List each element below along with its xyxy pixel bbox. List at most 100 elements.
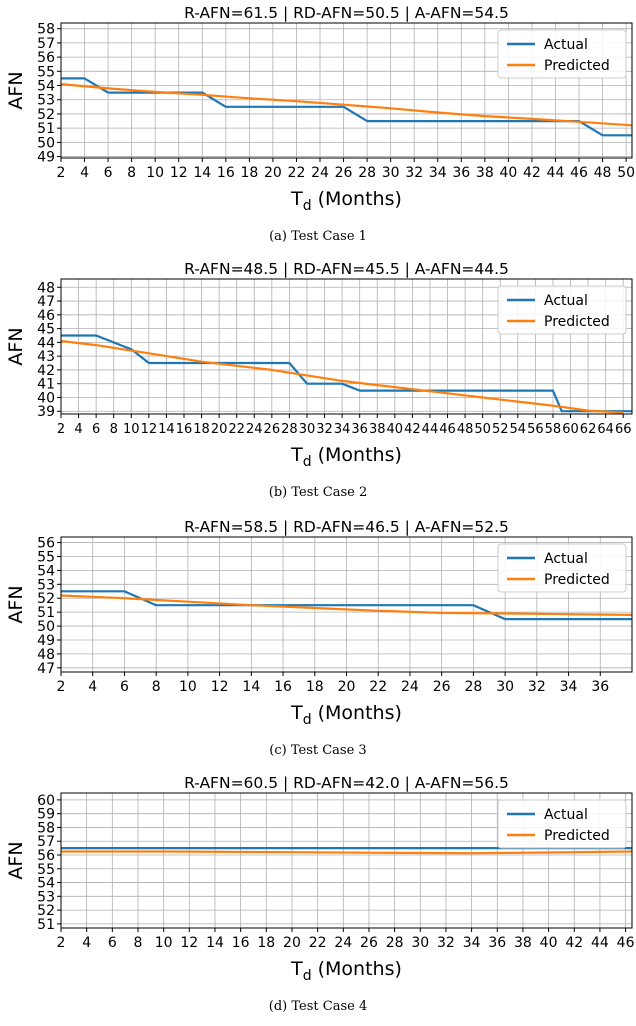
legend-label-predicted: Predicted — [544, 58, 610, 74]
legend-label-actual: Actual — [544, 37, 588, 53]
x-tick-label: 66 — [615, 422, 632, 437]
x-tick-label: 30 — [411, 935, 429, 951]
chart-title: R-AFN=58.5 | RD-AFN=46.5 | A-AFN=52.5 — [184, 518, 509, 536]
x-tick-label: 14 — [158, 422, 175, 437]
legend-label-actual: Actual — [544, 551, 588, 567]
x-tick-label: 12 — [141, 422, 158, 437]
y-tick-label: 49 — [37, 150, 55, 166]
x-tick-label: 30 — [382, 165, 400, 181]
figure-caption: (d) Test Case 4 — [268, 999, 368, 1014]
y-axis-label: AFN — [5, 841, 27, 879]
y-tick-label: 54 — [37, 876, 55, 892]
series-line-actual — [61, 77, 632, 137]
y-tick-label: 58 — [37, 22, 55, 38]
x-tick-label: 40 — [499, 165, 517, 181]
y-tick-label: 56 — [37, 536, 55, 552]
x-tick-label: 28 — [358, 165, 376, 181]
y-tick-label: 55 — [37, 549, 55, 565]
y-tick-label: 40 — [37, 390, 55, 406]
panel-test-case-3: R-AFN=58.5 | RD-AFN=46.5 | A-AFN=52.5 2 4 6… — [0, 514, 636, 770]
legend-label-predicted: Predicted — [544, 572, 610, 588]
y-tick-label: 56 — [37, 848, 55, 864]
y-tick-label: 49 — [37, 633, 55, 649]
x-tick-label: 4 — [88, 679, 97, 695]
x-tick-label: 16 — [274, 679, 292, 695]
y-tick-label: 47 — [37, 294, 55, 310]
y-tick-label: 48 — [37, 280, 55, 296]
y-tick-label: 55 — [37, 64, 55, 80]
y-tick-label: 53 — [37, 577, 55, 593]
figure-caption: (b) Test Case 2 — [268, 485, 368, 500]
x-tick-label: 16 — [232, 935, 250, 951]
y-tick-label: 39 — [37, 404, 55, 420]
x-tick-label: 6 — [120, 679, 129, 695]
x-tick-label: 24 — [246, 422, 263, 437]
y-axis-label: AFN — [5, 585, 27, 623]
x-tick-label: 8 — [152, 679, 161, 695]
x-tick-label: 18 — [306, 679, 324, 695]
y-tick-label: 43 — [37, 349, 55, 365]
x-tick-label: 6 — [104, 165, 113, 181]
x-tick-label: 22 — [369, 679, 387, 695]
x-tick-label: 38 — [476, 165, 494, 181]
x-tick-label: 44 — [591, 935, 609, 951]
x-tick-label: 36 — [591, 679, 609, 695]
y-tick-label: 44 — [37, 335, 55, 351]
chart-title: R-AFN=48.5 | RD-AFN=45.5 | A-AFN=44.5 — [184, 260, 509, 278]
y-tick-label: 58 — [37, 820, 55, 836]
x-tick-label: 8 — [127, 165, 136, 181]
x-tick-label: 64 — [597, 422, 614, 437]
x-tick-label: 48 — [457, 422, 474, 437]
x-tick-label: 16 — [176, 422, 193, 437]
y-tick-label: 50 — [37, 135, 55, 151]
y-tick-label: 54 — [37, 563, 55, 579]
x-tick-label: 8 — [134, 935, 143, 951]
x-tick-label: 44 — [422, 422, 439, 437]
x-tick-label: 2 — [57, 679, 66, 695]
y-axis-label: AFN — [5, 71, 27, 109]
x-tick-label: 32 — [528, 679, 546, 695]
y-tick-label: 57 — [37, 36, 55, 52]
chart-test-case-3: R-AFN=58.5 | RD-AFN=46.5 | A-AFN=52.5 2 4 6… — [5, 518, 633, 728]
series-line-actual — [61, 590, 632, 621]
y-tick-label: 47 — [37, 661, 55, 677]
x-tick-label: 42 — [565, 935, 583, 951]
y-tick-label: 55 — [37, 862, 55, 878]
x-tick-label: 6 — [92, 422, 100, 437]
x-tick-label: 26 — [360, 935, 378, 951]
y-tick-label: 57 — [37, 834, 55, 850]
x-tick-label: 8 — [110, 422, 118, 437]
x-tick-label: 2 — [57, 422, 65, 437]
chart-test-case-2: R-AFN=48.5 | RD-AFN=45.5 | A-AFN=44.52 4 6… — [5, 260, 633, 470]
x-tick-label: 32 — [405, 165, 423, 181]
y-axis-label: AFN — [5, 327, 27, 365]
chart-title: R-AFN=61.5 | RD-AFN=50.5 | A-AFN=54.5 — [184, 4, 509, 22]
x-tick-label: 2 — [57, 165, 66, 181]
y-tick-label: 52 — [37, 107, 55, 123]
y-tick-label: 41 — [37, 377, 55, 393]
figure-caption: (a) Test Case 1 — [269, 229, 367, 244]
x-tick-label: 22 — [228, 422, 245, 437]
legend-label-predicted: Predicted — [544, 314, 610, 330]
x-axis-label: Td (Months) — [290, 702, 402, 728]
x-axis-label: Td (Months) — [290, 444, 402, 470]
y-tick-label: 50 — [37, 619, 55, 635]
series-line-predicted — [60, 339, 624, 414]
x-tick-label: 38 — [369, 422, 386, 437]
y-tick-label: 51 — [37, 121, 55, 137]
x-tick-label: 50 — [474, 422, 491, 437]
x-tick-label: 56 — [527, 422, 544, 437]
x-tick-label: 30 — [299, 422, 316, 437]
x-tick-label: 12 — [180, 935, 198, 951]
x-tick-label: 48 — [594, 165, 612, 181]
x-tick-label: 18 — [193, 422, 210, 437]
x-tick-label: 46 — [439, 422, 456, 437]
y-tick-label: 52 — [37, 591, 55, 607]
x-tick-label: 30 — [496, 679, 514, 695]
series-line-predicted — [61, 850, 633, 855]
plot-frame — [60, 278, 633, 415]
panel-test-case-1: R-AFN=61.5 | RD-AFN=50.5 | A-AFN=54.5 2 4 6… — [0, 0, 636, 256]
x-tick-label: 36 — [452, 165, 470, 181]
x-tick-label: 34 — [463, 935, 481, 951]
x-tick-label: 34 — [334, 422, 351, 437]
